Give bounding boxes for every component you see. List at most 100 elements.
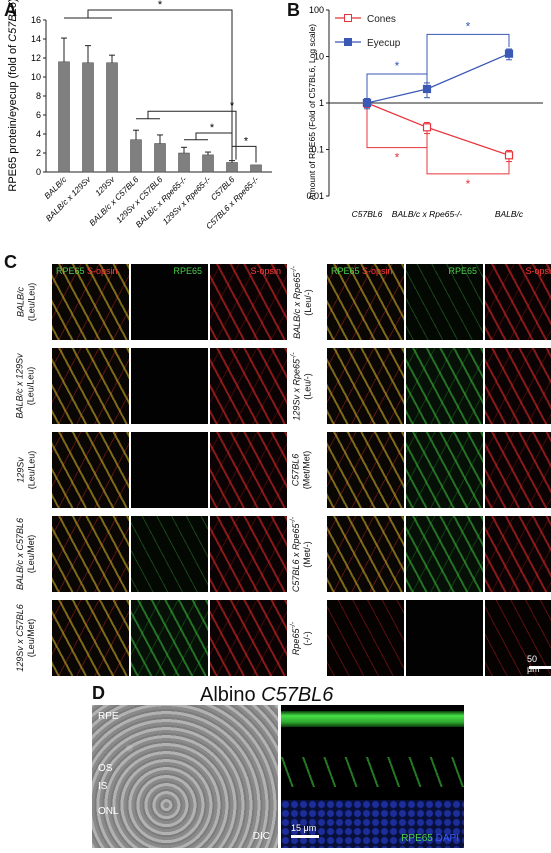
row-label: C57BL6 x Rpe65-/- (Met/-) [275,516,327,592]
legend-label: Cones [367,14,396,25]
legend-marker [344,38,352,46]
micrograph-tile [485,600,551,676]
data-point [504,151,514,160]
panel-letter-b: B [287,0,300,20]
y-axis-label: RPE65 protein/eyecup (fold of C57BL6) [7,0,19,192]
bar [130,139,142,173]
strain-label: 129Sv x C57BL6 [15,604,26,672]
genotype-label: (Leu/Leu) [26,450,36,490]
scale-bar-50um [529,666,551,669]
micrograph-tile [406,348,483,424]
significance-bracket [231,145,257,163]
significance-bracket [426,133,510,175]
micrograph-tile [406,516,483,592]
micrograph-tile [210,432,287,508]
channel-label: RPE65 [56,266,85,276]
micrograph-tile [210,600,287,676]
micrograph-tile [131,348,208,424]
strain-label: BALB/c x 129Sv [15,353,26,419]
genotype-label: (Met/-) [302,540,313,568]
significance-star: * [230,100,235,112]
row-label: BALB/c x C57BL6 (Leu/Met) [0,516,52,592]
micrograph-tile [131,600,208,676]
row-label: BALB/c x 129Sv (Leu/Leu) [0,348,52,424]
stain-label-dapi: DAPI [435,833,459,844]
micrograph-tile [485,432,551,508]
scale-bar-label: 50 μm [527,654,540,674]
significance-bracket [426,33,510,78]
significance-star: * [210,122,215,134]
strain-label: Rpe65-/- [290,621,302,655]
genotype-label: (Leu/Met) [26,534,37,574]
strain-label: C57BL6 [289,453,300,487]
genotype-label: (-/-) [302,630,313,646]
data-point [362,98,372,108]
bar [226,162,238,173]
significance-star: * [395,151,400,165]
strain-label: BALB/c x C57BL6 [15,517,26,591]
strain-label: 129Sv [15,457,25,483]
genotype-label: (Leu/-) [302,288,313,316]
channel-label: RPE65 [173,266,202,276]
series-line [366,53,510,104]
y-tick-label: 8 [36,91,41,101]
channel-label: RPE65 [448,266,477,276]
channel-label: S-opsin [362,266,393,276]
micrograph-tile: S-opsin [210,264,287,340]
row-label: Rpe65-/- (-/-) [275,600,327,676]
y-tick-label: 2 [36,148,41,158]
channel-label: S-opsin [525,266,551,276]
x-tick-label: BALB/c x 129Sv [44,174,93,223]
panel-letter-d: D [92,683,105,703]
micrograph-tile [485,348,551,424]
y-tick-label: 12 [31,53,41,63]
micrograph-tile: S-opsin [485,264,551,340]
significance-bracket [366,73,428,108]
y-tick-label: 0.1 [311,145,324,155]
x-tick-label: BALB/c x Rpe65-/- [392,209,463,219]
channel-label: S-opsin [250,266,281,276]
significance-star: * [395,59,400,73]
panel-d-title: Albino C57BL6 [200,684,334,706]
legend-label: Eyecup [367,38,401,49]
stain-label-rpe65: RPE65 [401,833,433,844]
y-tick-label: 0.01 [306,191,324,201]
micrograph-tile: RPE65 [131,264,208,340]
scale-bar-15um [291,835,319,838]
strain-label: BALB/c [15,287,25,318]
genotype-label: (Leu/Leu) [26,282,36,322]
row-label: BALB/c x Rpe65-/- (Leu/-) [275,264,327,340]
strain-label: C57BL6 x Rpe65-/- [290,516,302,592]
line-chart-rpe65-log: Amount of RPE65 (Fold of C57BL6, Log sca… [306,5,543,219]
bar [58,61,70,173]
micrograph-tile [52,600,129,676]
significance-star: * [466,19,471,33]
significance-star: * [158,0,163,11]
bar [82,62,94,173]
micrograph-tile [485,516,551,592]
row-label: BALB/c (Leu/Leu) [0,264,52,340]
micrograph-tile: RPE65 S-opsin [327,264,404,340]
channel-label: S-opsin [87,266,118,276]
layer-label-os: OS [98,763,113,774]
bar [250,164,262,173]
significance-star: * [466,177,471,191]
y-tick-label: 10 [314,52,324,62]
dic-image: RPE OS IS ONL DIC [92,705,278,848]
bar [154,143,166,173]
strain-label: BALB/c x Rpe65-/- [290,265,302,339]
genotype-label: (Leu/Leu) [26,366,37,406]
y-tick-label: 16 [31,15,41,25]
micrograph-tile [406,600,483,676]
micrograph-tile [327,348,404,424]
panel-letter-a: A [4,0,17,20]
row-label: 129Sv (Leu/Leu) [0,432,52,508]
panel-letter-c: C [4,252,17,272]
micrograph-tile: RPE65 S-opsin [52,264,129,340]
layer-label-onl: ONL [98,806,119,817]
strain-label: 129Sv x Rpe65-/- [290,351,302,421]
micrograph-tile [52,516,129,592]
x-tick-label: BALB/c [495,209,524,219]
panel-c-immunostaining: BALB/c (Leu/Leu) RPE65 S-opsin RPE65 S-opsin… [0,252,551,682]
legend-marker [344,14,352,22]
